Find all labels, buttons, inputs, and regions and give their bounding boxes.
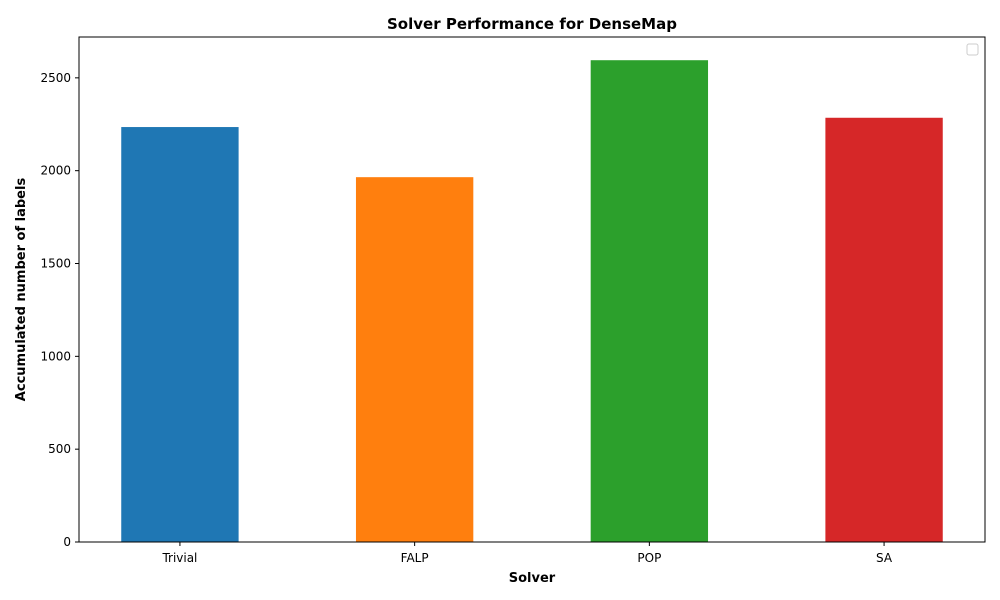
chart-title: Solver Performance for DenseMap	[387, 15, 677, 33]
bar-falp	[355, 177, 474, 543]
x-tick-label: FALP	[401, 551, 429, 565]
bar-sa	[825, 117, 943, 542]
y-tick-label: 2500	[40, 71, 71, 85]
y-tick-label: 1000	[40, 349, 71, 363]
bar-pop	[590, 60, 709, 542]
x-axis-title: Solver	[509, 571, 556, 586]
y-axis-title: Accumulated number of labels	[14, 178, 29, 402]
y-tick-label: 0	[63, 535, 71, 549]
bars-group	[121, 60, 943, 543]
y-tick-label: 1500	[40, 257, 71, 271]
bar-trivial	[121, 127, 239, 542]
x-tick-label: Trivial	[161, 551, 197, 565]
y-tick-label: 500	[48, 442, 71, 456]
legend-box	[966, 43, 979, 56]
x-tick-label: POP	[637, 551, 661, 565]
y-axis: 0 500 1000 1500 2000 2500	[40, 71, 79, 549]
x-axis: Trivial FALP POP SA	[161, 542, 893, 565]
plot-frame	[78, 36, 986, 543]
x-tick-label: SA	[876, 551, 893, 565]
y-tick-label: 2000	[40, 164, 71, 178]
